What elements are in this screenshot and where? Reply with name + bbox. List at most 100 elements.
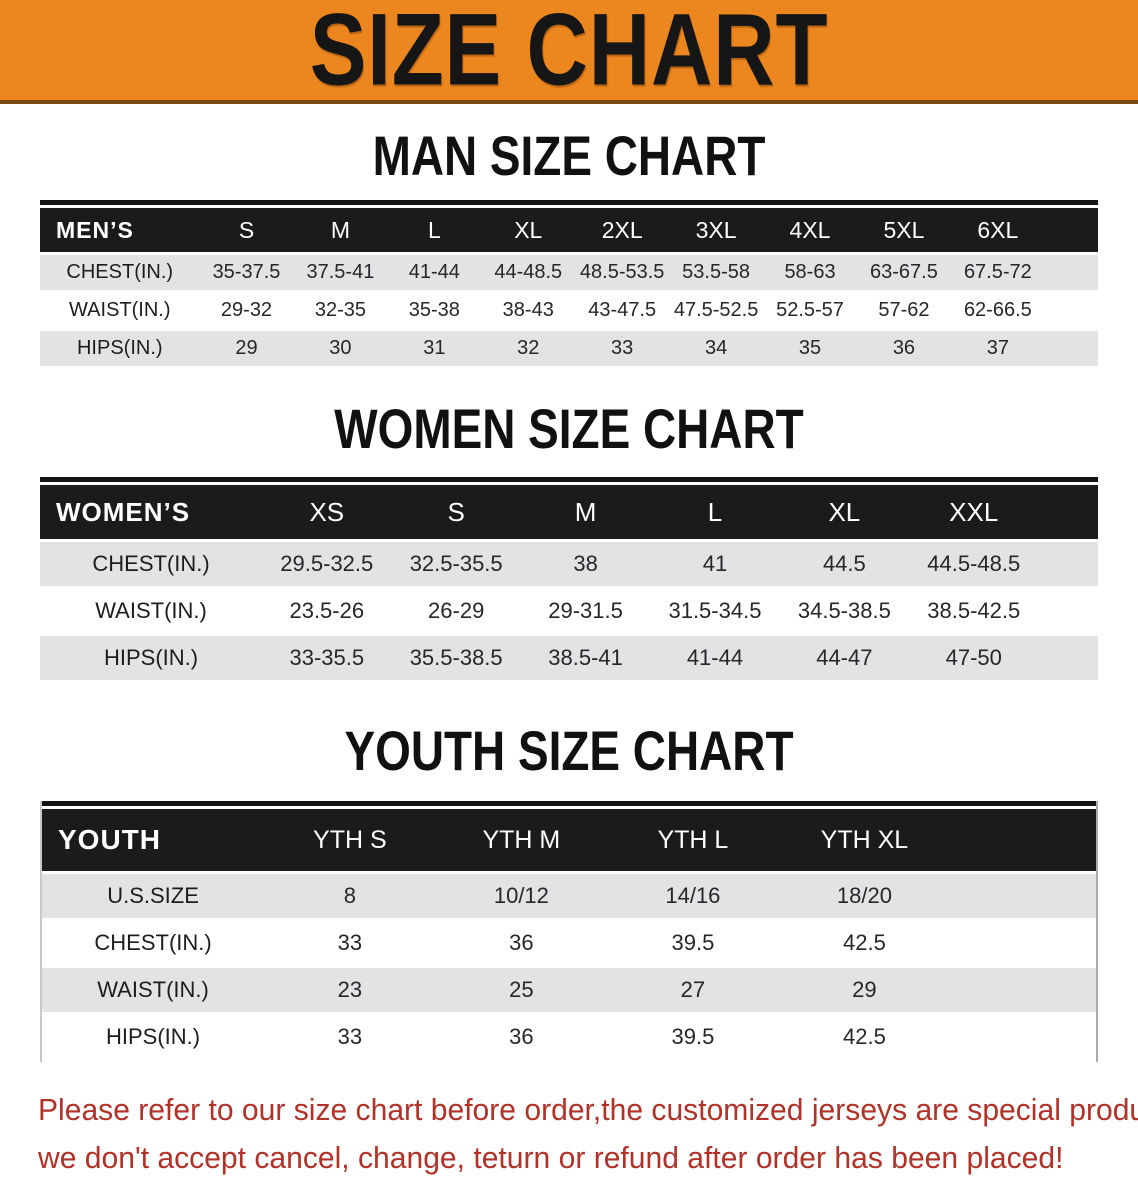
row-label: HIPS(IN.) — [105, 1024, 201, 1049]
column-header: YTH L — [657, 825, 729, 854]
cell-value: 35.5-38.5 — [409, 645, 503, 670]
cell-value: 36 — [509, 1024, 534, 1049]
spacer-cell — [950, 1015, 1096, 1059]
cell-value: 10/12 — [493, 883, 549, 908]
youth-size-section: YOUTH SIZE CHART YOUTH YTH S YTH M YTH L YTH… — [0, 719, 1138, 1062]
cell-value: 33 — [337, 1024, 363, 1049]
cell-value: 32-35 — [314, 299, 366, 321]
table-row: U.S.SIZE 8 10/12 14/16 18/20 — [42, 874, 1096, 918]
spacer-cell — [950, 874, 1096, 918]
cell-value: 37.5-41 — [306, 261, 375, 283]
table-row: WAIST(IN.) 23 25 27 29 — [42, 968, 1096, 1012]
row-label: CHEST(IN.) — [94, 930, 212, 955]
spacer-cell — [1045, 293, 1098, 328]
cell-value: 44-47 — [816, 645, 873, 670]
table-row: CHEST(IN.) 33 36 39.5 42.5 — [42, 921, 1096, 965]
column-header: 4XL — [789, 216, 831, 243]
table-header-row: WOMEN’S XS S M L XL XXL — [40, 485, 1098, 539]
men-size-table-zone: MEN’S S M L XL 2XL 3XL 4XL 5XL 6XL CHEST(IN.) 35-3… — [40, 200, 1098, 369]
cell-value: 67.5-72 — [963, 261, 1032, 283]
section-title: YOUTH SIZE CHART — [344, 719, 794, 782]
cell-value: 41-44 — [686, 645, 744, 670]
cell-value: 44.5 — [822, 551, 866, 576]
cell-value: 43-47.5 — [588, 299, 657, 321]
cell-value: 29 — [235, 337, 258, 359]
disclaimer: Please refer to our size chart before or… — [38, 1086, 1138, 1182]
youth-size-table: YOUTH YTH S YTH M YTH L YTH XL U.S.SIZE 8 10/1… — [42, 806, 1096, 1062]
row-label: WAIST(IN.) — [95, 598, 207, 623]
cell-value: 39.5 — [671, 930, 715, 955]
cell-value: 38-43 — [502, 299, 554, 321]
spacer-cell — [950, 921, 1096, 965]
table-row: WAIST(IN.) 29-32 32-35 35-38 38-43 43-47.5 47.… — [40, 293, 1098, 328]
spacer-cell — [950, 809, 1096, 871]
section-title: WOMEN SIZE CHART — [334, 397, 804, 460]
column-header: XXL — [949, 496, 999, 527]
disclaimer-line-2: we don't accept cancel, change, teturn o… — [38, 1140, 1064, 1175]
cell-value: 38.5-42.5 — [927, 598, 1021, 623]
cell-value: 53.5-58 — [682, 261, 751, 283]
column-header: YTH XL — [820, 825, 909, 854]
table-group-label: WOMEN’S — [56, 496, 191, 527]
cell-value: 18/20 — [836, 883, 892, 908]
row-label: HIPS(IN.) — [76, 337, 163, 359]
youth-title-wrap: YOUTH SIZE CHART — [0, 719, 1138, 782]
column-header: 3XL — [695, 216, 737, 243]
row-label: CHEST(IN.) — [92, 551, 210, 576]
table-group-label: YOUTH — [58, 824, 161, 855]
cell-value: 47-50 — [945, 645, 1002, 670]
column-header: S — [238, 216, 255, 243]
spacer-cell — [1038, 589, 1098, 633]
column-header: M — [330, 216, 350, 243]
banner-title: SIZE CHART — [309, 0, 829, 108]
column-header: YTH S — [313, 825, 387, 854]
spacer-cell — [1045, 255, 1098, 290]
column-header: YTH M — [482, 825, 561, 854]
cell-value: 33 — [337, 930, 363, 955]
spacer-cell — [1038, 636, 1098, 680]
cell-value: 44-48.5 — [494, 261, 563, 283]
women-title-wrap: WOMEN SIZE CHART — [0, 397, 1138, 460]
row-label: CHEST(IN.) — [66, 261, 174, 283]
row-label: U.S.SIZE — [107, 883, 199, 908]
cell-value: 57-62 — [878, 299, 930, 321]
cell-value: 52.5-57 — [776, 299, 844, 321]
cell-value: 44.5-48.5 — [927, 551, 1021, 576]
cell-value: 29-31.5 — [548, 598, 623, 623]
column-header: XL — [514, 216, 543, 243]
table-row: HIPS(IN.) 29 30 31 32 33 34 35 36 37 — [40, 331, 1098, 366]
men-size-table: MEN’S S M L XL 2XL 3XL 4XL 5XL 6XL CHEST(IN.) 35-3… — [40, 205, 1098, 369]
spacer-cell — [950, 968, 1096, 1012]
table-header-row: MEN’S S M L XL 2XL 3XL 4XL 5XL 6XL — [40, 208, 1098, 252]
cell-value: 23.5-26 — [289, 598, 365, 623]
women-size-table: WOMEN’S XS S M L XL XXL CHEST(IN.) 29.5-32.5 32.… — [40, 482, 1098, 683]
cell-value: 48.5-53.5 — [579, 261, 665, 283]
cell-value: 37 — [986, 337, 1009, 359]
column-header: 5XL — [883, 216, 925, 243]
men-size-section: MAN SIZE CHART MEN’S S M L XL 2XL 3XL 4XL 5XL 6XL… — [0, 124, 1138, 369]
cell-value: 35-37.5 — [212, 261, 281, 283]
cell-value: 39.5 — [671, 1024, 715, 1049]
table-top-border — [40, 477, 1098, 482]
column-header: L — [707, 496, 723, 527]
cell-value: 35-38 — [408, 299, 460, 321]
cell-value: 47.5-52.5 — [673, 299, 759, 321]
cell-value: 32 — [517, 337, 540, 359]
column-header: 6XL — [977, 216, 1019, 243]
cell-value: 36 — [509, 930, 534, 955]
cell-value: 14/16 — [665, 883, 721, 908]
cell-value: 35 — [798, 337, 822, 359]
table-top-border — [40, 200, 1098, 205]
men-title-wrap: MAN SIZE CHART — [0, 124, 1138, 187]
cell-value: 25 — [509, 977, 534, 1002]
women-size-table-zone: WOMEN’S XS S M L XL XXL CHEST(IN.) 29.5-32.5 32.… — [40, 477, 1098, 683]
cell-value: 32.5-35.5 — [409, 551, 503, 576]
cell-value: 34 — [704, 337, 728, 359]
column-header: 2XL — [601, 216, 643, 243]
row-label: HIPS(IN.) — [103, 645, 199, 670]
row-label: WAIST(IN.) — [69, 299, 171, 321]
cell-value: 33 — [611, 337, 634, 359]
section-title: MAN SIZE CHART — [372, 124, 766, 187]
disclaimer-line-1: Please refer to our size chart before or… — [38, 1092, 1138, 1127]
